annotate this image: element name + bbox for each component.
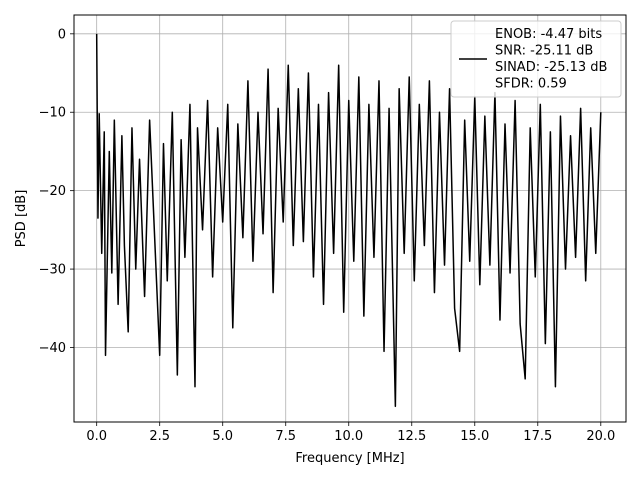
x-tick-label: 12.5 (397, 429, 426, 444)
series-layer (95, 33, 602, 408)
legend-label-line: SINAD: -25.13 dB (495, 60, 607, 75)
x-tick-label: 15.0 (460, 429, 489, 444)
y-tick-label: −10 (39, 106, 66, 121)
legend-label-line: SFDR: 0.59 (495, 77, 567, 92)
x-tick-label: 0.0 (86, 429, 107, 444)
y-axis-ticks: 0 −10 −20 −30 −40 (39, 27, 74, 356)
legend-box (450, 20, 622, 98)
x-tick-label: 7.5 (275, 429, 296, 444)
x-axis-label: Frequency [MHz] (295, 451, 404, 466)
psd-series-line (95, 33, 602, 408)
x-tick-label: 10.0 (334, 429, 363, 444)
legend-label-line: SNR: -25.11 dB (495, 44, 593, 59)
y-axis-label: PSD [dB] (14, 190, 29, 248)
y-tick-label: −20 (39, 184, 66, 199)
y-tick-label: −40 (39, 341, 66, 356)
legend-label-line: ENOB: -4.47 bits (495, 27, 602, 42)
x-axis-ticks: 0.0 2.5 5.0 7.5 10.0 12.5 15.0 17.5 20.0 (86, 422, 615, 444)
y-tick-label: −30 (39, 263, 66, 278)
plot-frame (73, 14, 627, 423)
grid (74, 15, 626, 422)
x-tick-label: 5.0 (212, 429, 233, 444)
x-tick-label: 20.0 (586, 429, 615, 444)
x-tick-label: 17.5 (523, 429, 552, 444)
x-tick-label: 2.5 (149, 429, 170, 444)
y-tick-label: 0 (58, 27, 66, 42)
